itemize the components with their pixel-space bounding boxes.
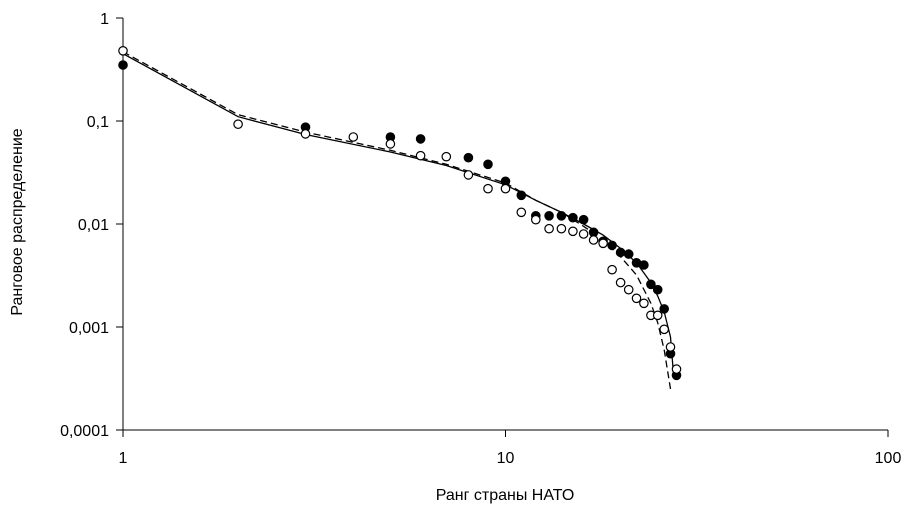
solid-fit-line [122, 53, 675, 375]
filled-point [568, 212, 578, 223]
x-axis-title: Ранг страны НАТО [436, 487, 575, 504]
open-point [441, 151, 452, 162]
filled-point [578, 214, 589, 225]
open-point [415, 150, 426, 161]
open-point [639, 298, 649, 309]
open-point [463, 170, 474, 180]
filled-point [556, 211, 567, 221]
open-point [578, 229, 589, 239]
open-point [652, 310, 663, 321]
open-point [568, 226, 578, 237]
filled-point [483, 159, 493, 170]
open-point [500, 183, 511, 194]
open-point [588, 235, 599, 245]
filled-point [463, 152, 474, 163]
open-point [118, 45, 128, 56]
open-point [598, 238, 608, 249]
open-point [623, 284, 634, 295]
open-point [544, 223, 554, 234]
filled-point [516, 190, 527, 201]
y-tick-label: 0,1 [87, 114, 109, 131]
open-point [233, 119, 243, 129]
open-point [615, 277, 626, 288]
filled-point [639, 260, 649, 270]
plot-area: 1 0,1 0,01 0,001 0,0001 1 10 100 [60, 11, 901, 467]
y-tick-label: 0,01 [78, 217, 109, 234]
filled-point [415, 134, 426, 144]
open-point [516, 207, 527, 218]
filled-point [607, 240, 617, 251]
open-point [530, 214, 541, 225]
filled-point [623, 249, 634, 259]
open-point [483, 183, 493, 194]
open-point [556, 223, 567, 234]
open-point [348, 132, 359, 142]
filled-point [615, 247, 626, 258]
open-point [665, 342, 676, 352]
filled-point [544, 211, 554, 221]
y-tick-label: 1 [100, 11, 109, 28]
open-point [671, 364, 682, 374]
y-axis-title: Ранговое распределение [9, 128, 26, 315]
filled-point [646, 279, 656, 290]
filled-point [652, 284, 663, 295]
open-point [659, 324, 669, 335]
filled-point [659, 304, 669, 314]
dashed-fit-line [122, 51, 672, 390]
x-tick-label: 100 [875, 450, 902, 467]
series-layer [118, 45, 682, 390]
y-tick-label: 0,0001 [60, 423, 109, 440]
open-point [385, 139, 396, 149]
x-tick-label: 1 [119, 450, 128, 467]
open-point [607, 264, 617, 275]
x-tick-label: 10 [497, 450, 515, 467]
y-tick-label: 0,001 [69, 320, 109, 337]
filled-point [118, 60, 128, 70]
open-point [300, 129, 311, 139]
open-point [631, 293, 642, 304]
